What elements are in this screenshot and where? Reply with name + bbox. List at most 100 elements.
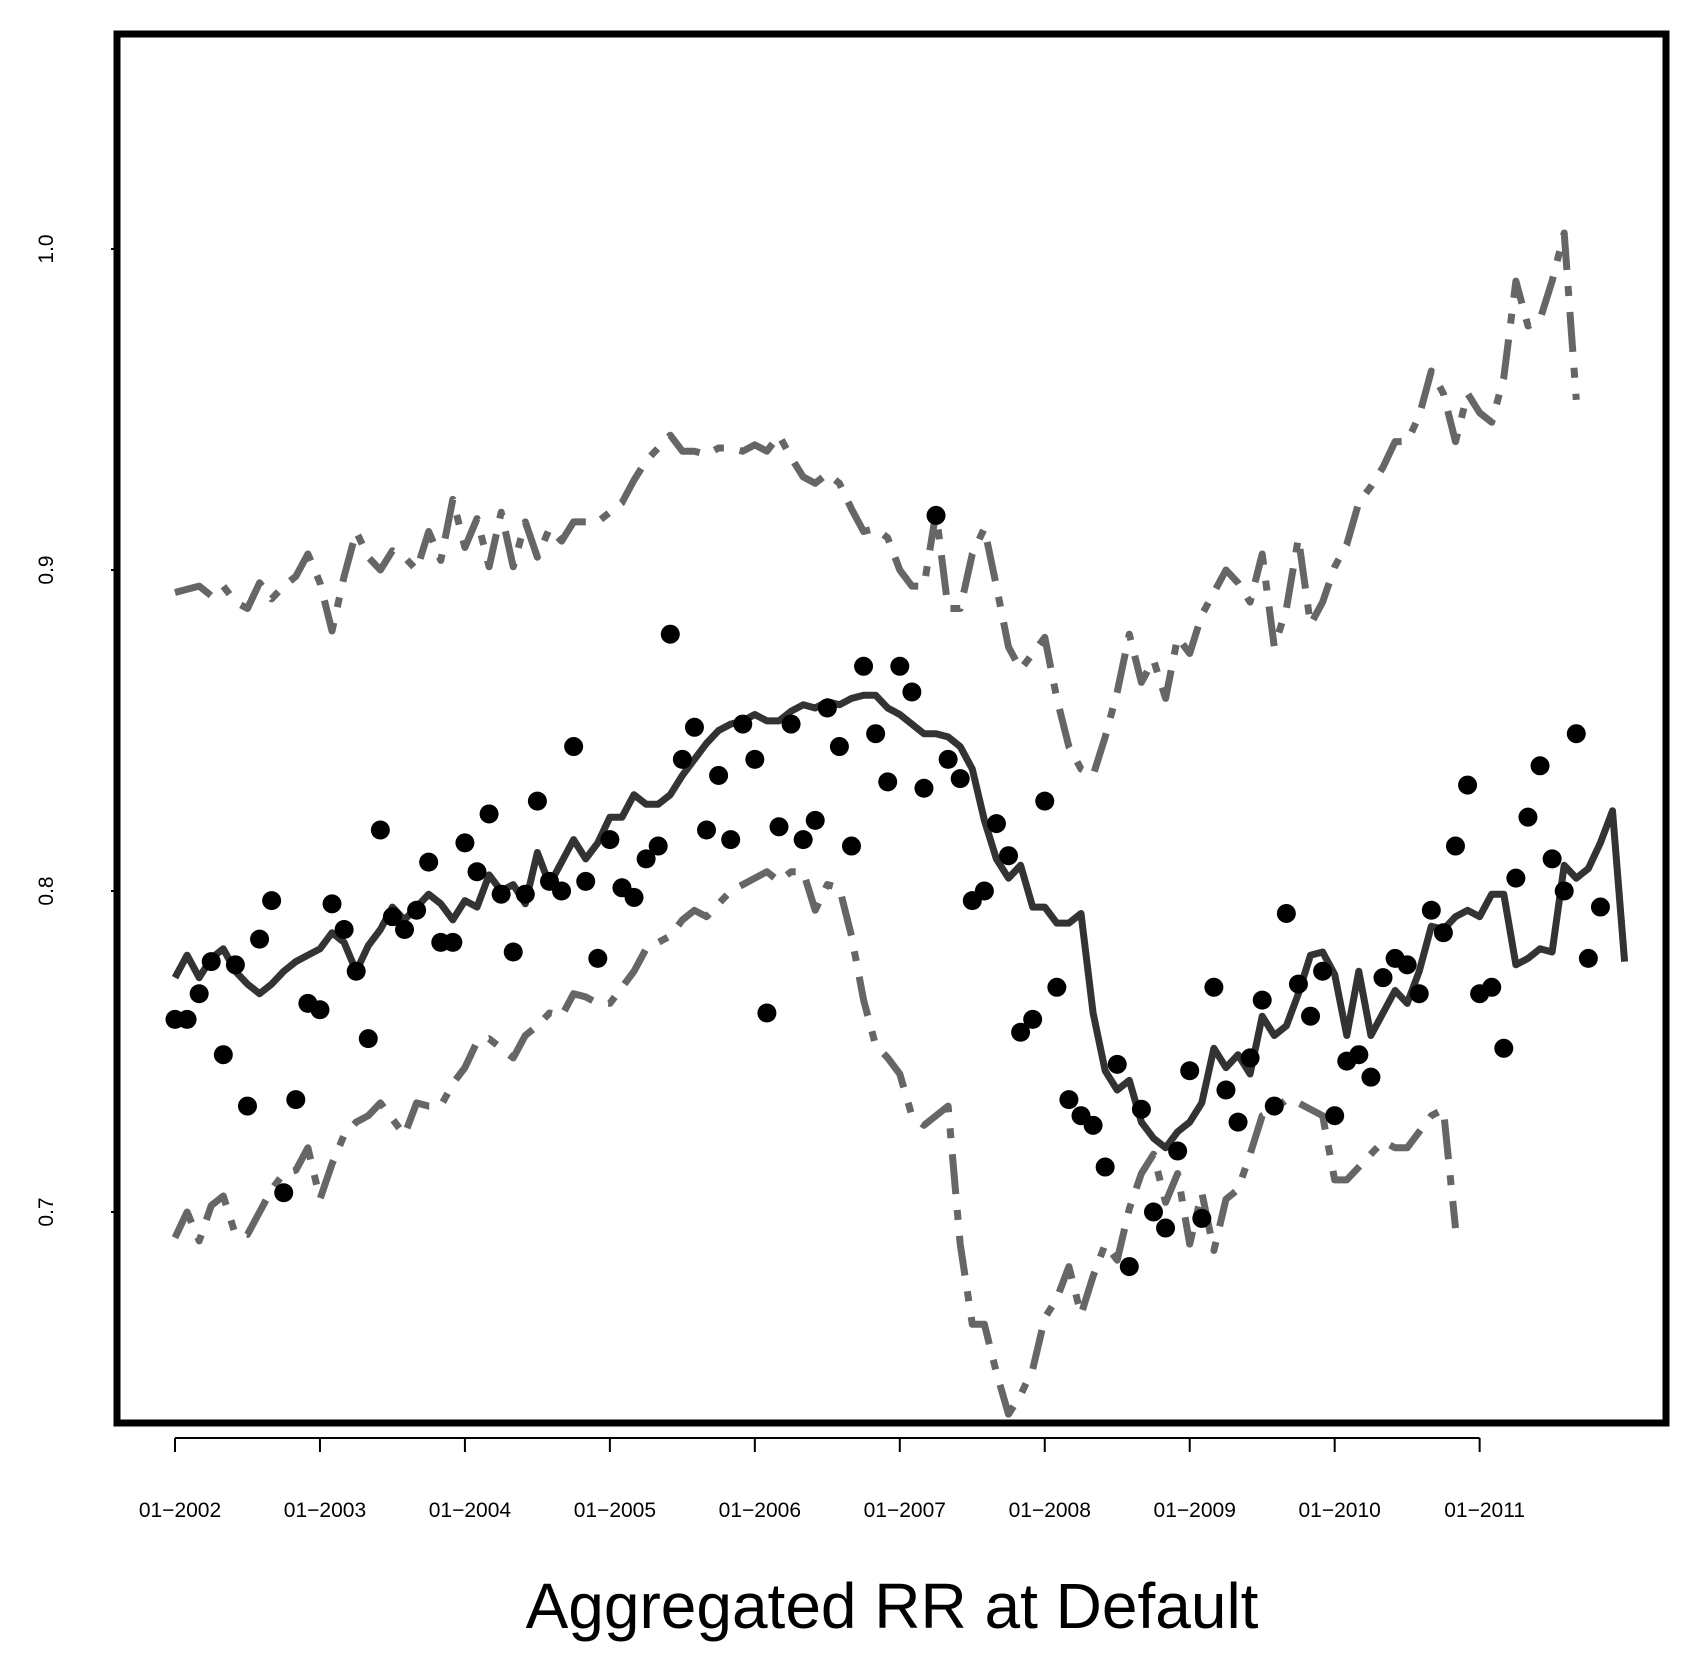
data-point (1083, 1115, 1103, 1135)
data-point (274, 1183, 294, 1203)
data-point (1119, 1257, 1139, 1277)
data-point (805, 810, 825, 830)
data-point (1530, 756, 1550, 776)
data-point (407, 900, 427, 920)
x-tick-label: 01−2011 (1444, 1499, 1525, 1522)
x-axis-label: Aggregated RR at Default (526, 1570, 1259, 1642)
data-point (564, 737, 584, 757)
data-point (1131, 1099, 1151, 1119)
data-point (515, 884, 535, 904)
data-point (201, 952, 221, 972)
data-point (781, 714, 801, 734)
data-point (1047, 977, 1067, 997)
data-point (1204, 977, 1224, 997)
x-axis: 01−2002 01−2003 01−2004 01−2005 01−2006 01−20… (139, 1437, 1525, 1522)
data-point (841, 836, 861, 856)
data-point (1216, 1080, 1236, 1100)
data-point (1240, 1048, 1260, 1068)
data-point (262, 891, 282, 911)
data-point (721, 830, 741, 850)
data-point (1506, 868, 1526, 888)
data-point (1445, 836, 1465, 856)
data-point (225, 955, 245, 975)
data-point (346, 961, 366, 981)
data-point (1409, 984, 1429, 1004)
data-point (322, 894, 342, 914)
data-point (1494, 1038, 1514, 1058)
data-point (1288, 974, 1308, 994)
data-point (1276, 903, 1296, 923)
data-point (467, 862, 487, 882)
data-point (829, 737, 849, 757)
data-point (926, 505, 946, 525)
data-point (1264, 1096, 1284, 1116)
data-point (1566, 724, 1586, 744)
data-point (370, 820, 390, 840)
y-axis: 0.7 0.8 0.9 1.0 (35, 234, 117, 1227)
data-point (1168, 1141, 1188, 1161)
data-point (624, 887, 644, 907)
data-point (334, 920, 354, 940)
data-point (1156, 1218, 1176, 1238)
data-point (455, 833, 475, 853)
data-point (479, 804, 499, 824)
data-point (1458, 775, 1478, 795)
data-point (1518, 807, 1538, 827)
data-point (358, 1029, 378, 1049)
data-point (1301, 1006, 1321, 1026)
data-point (1578, 948, 1598, 968)
data-point (213, 1045, 233, 1065)
data-point (1011, 1022, 1031, 1042)
data-point (250, 929, 270, 949)
data-point (1313, 961, 1333, 981)
data-point (757, 1003, 777, 1023)
data-point (854, 656, 874, 676)
x-tick-label: 01−2003 (284, 1499, 366, 1522)
data-point (817, 698, 837, 718)
x-tick-label: 01−2009 (1154, 1499, 1236, 1522)
x-tick-label: 01−2005 (574, 1499, 656, 1522)
data-point (1361, 1067, 1381, 1087)
data-point (1095, 1157, 1115, 1177)
data-point (769, 817, 789, 837)
data-point (1143, 1202, 1163, 1222)
data-point (697, 820, 717, 840)
data-point (491, 884, 511, 904)
data-point (648, 836, 668, 856)
y-tick-label: 0.7 (35, 1197, 58, 1226)
data-point (1373, 968, 1393, 988)
data-point (382, 907, 402, 927)
data-point (1554, 881, 1574, 901)
x-tick-label: 01−2010 (1299, 1499, 1381, 1522)
data-point (177, 1009, 197, 1029)
data-point (286, 1090, 306, 1110)
data-point (1325, 1106, 1345, 1126)
data-point (1421, 900, 1441, 920)
data-point (890, 656, 910, 676)
data-point (576, 871, 596, 891)
data-point (866, 724, 886, 744)
data-point (902, 682, 922, 702)
data-point (1349, 1045, 1369, 1065)
data-point (878, 772, 898, 792)
data-point (1397, 955, 1417, 975)
data-point (660, 624, 680, 644)
y-tick-label: 0.8 (35, 876, 58, 905)
data-point (672, 749, 692, 769)
data-point (684, 717, 704, 737)
data-point (1433, 923, 1453, 943)
data-point (950, 769, 970, 789)
series-layer (165, 229, 1629, 1418)
data-point (745, 749, 765, 769)
data-point (986, 814, 1006, 834)
data-point (999, 846, 1019, 866)
data-point (1023, 1009, 1043, 1029)
data-point (1542, 849, 1562, 869)
y-tick-label: 1.0 (35, 234, 58, 263)
data-point (395, 920, 415, 940)
data-point (974, 881, 994, 901)
plot-frame (113, 30, 1670, 1427)
data-point (709, 765, 729, 785)
data-point (443, 932, 463, 952)
